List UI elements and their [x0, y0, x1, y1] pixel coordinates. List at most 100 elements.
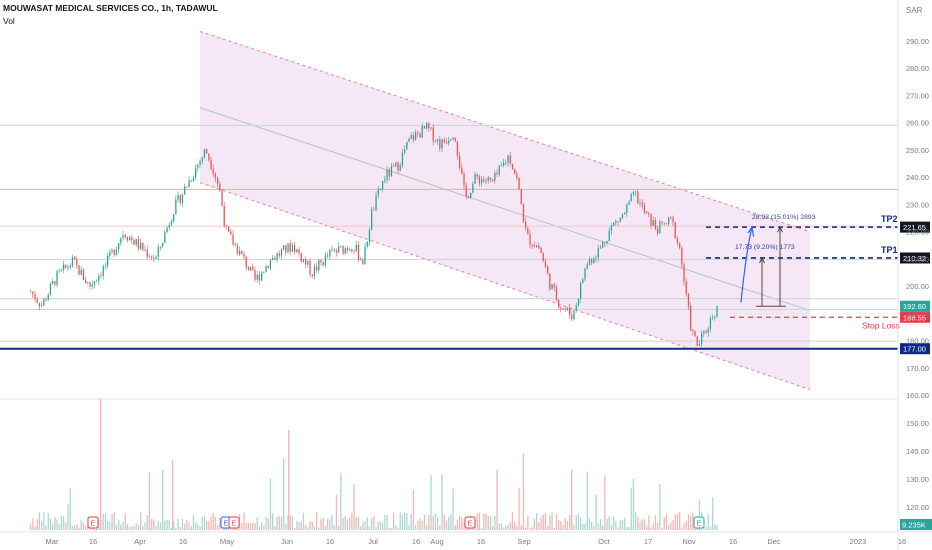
candle-up — [276, 253, 278, 260]
candle-up — [500, 165, 503, 167]
candle-up — [507, 155, 509, 163]
volume-bar — [712, 497, 714, 530]
volume-bar — [498, 523, 500, 530]
candle-up — [118, 243, 120, 250]
candle-down — [223, 206, 225, 226]
candle-down — [342, 246, 344, 254]
volume-bar — [309, 521, 311, 530]
volume-bar — [481, 527, 483, 530]
volume-bar — [452, 488, 454, 530]
volume-bar — [212, 513, 214, 530]
candle-down — [78, 265, 80, 275]
candle-up — [115, 249, 118, 255]
volume-bar — [307, 526, 309, 530]
volume-bar — [98, 519, 100, 530]
candle-up — [360, 259, 362, 261]
volume-bar — [269, 478, 272, 530]
volume-bar — [428, 515, 430, 530]
candle-down — [533, 245, 536, 247]
volume-bar — [285, 523, 287, 530]
candle-up — [588, 259, 591, 265]
candle-down — [289, 243, 291, 252]
candle-up — [377, 189, 379, 196]
candle-down — [674, 222, 676, 239]
time-tick-label: 16 — [898, 537, 906, 546]
volume-bar — [58, 523, 60, 530]
volume-bar — [404, 512, 406, 530]
volume-bar — [168, 520, 170, 530]
candle-up — [635, 191, 637, 193]
candle-up — [43, 299, 45, 306]
volume-bar — [280, 516, 283, 530]
earnings-marker — [693, 516, 705, 529]
candle-up — [69, 265, 71, 268]
volume-bar — [170, 527, 173, 530]
volume-bar — [690, 516, 692, 530]
volume-bar — [421, 520, 423, 530]
earnings-marker — [228, 516, 240, 529]
candle-up — [140, 242, 142, 249]
candle-up — [173, 214, 175, 222]
volume-bar — [85, 525, 87, 530]
volume-bar — [674, 514, 676, 530]
candle-down — [459, 155, 461, 168]
volume-bar — [551, 512, 553, 530]
candle-down — [553, 284, 555, 288]
candle-up — [368, 229, 371, 242]
volume-bar — [199, 526, 201, 530]
earnings-marker-label: E — [91, 521, 96, 528]
candle-down — [483, 179, 485, 181]
candle-up — [318, 260, 320, 271]
volume-label: Vol — [3, 16, 15, 26]
volume-bar — [52, 524, 54, 530]
volume-bar — [181, 518, 184, 530]
volume-bar — [448, 516, 450, 530]
volume-bar — [476, 513, 478, 530]
candle-down — [569, 307, 571, 315]
volume-bar — [104, 513, 107, 530]
candle-up — [109, 251, 111, 256]
candle-up — [597, 248, 599, 258]
volume-bar — [624, 517, 626, 530]
candle-up — [470, 192, 472, 198]
candle-up — [331, 249, 333, 251]
candle-up — [56, 271, 58, 285]
candle-down — [113, 250, 115, 255]
candle-up — [575, 305, 577, 311]
candle-up — [177, 195, 179, 200]
volume-bar — [217, 525, 219, 530]
volume-bar — [155, 525, 157, 530]
candle-down — [285, 245, 287, 253]
volume-bar — [478, 512, 481, 530]
volume-bar — [159, 522, 162, 530]
candle-down — [186, 186, 188, 188]
candle-down — [454, 137, 456, 142]
candle-up — [120, 238, 122, 244]
volume-bar — [63, 516, 65, 530]
volume-bar — [166, 519, 168, 530]
candle-up — [401, 152, 404, 166]
candle-up — [582, 279, 584, 283]
volume-bar — [489, 516, 492, 530]
candle-up — [701, 333, 703, 345]
time-tick-label: Jun — [281, 537, 293, 546]
volume-bar — [294, 527, 296, 530]
candle-up — [584, 268, 586, 280]
candle-down — [34, 294, 36, 300]
candle-down — [142, 242, 144, 251]
candle-up — [98, 275, 100, 281]
candle-down — [661, 221, 663, 223]
candle-down — [305, 259, 307, 265]
volume-bar — [175, 527, 177, 530]
volume-bar — [360, 526, 362, 530]
candle-up — [93, 281, 96, 285]
candle-down — [322, 262, 324, 266]
earnings-marker-label: E — [468, 521, 473, 528]
candle-down — [294, 245, 296, 252]
volume-bar — [267, 518, 269, 530]
candle-down — [221, 190, 223, 207]
volume-bar — [34, 526, 36, 530]
candle-down — [485, 180, 487, 182]
volume-bar — [626, 526, 628, 530]
